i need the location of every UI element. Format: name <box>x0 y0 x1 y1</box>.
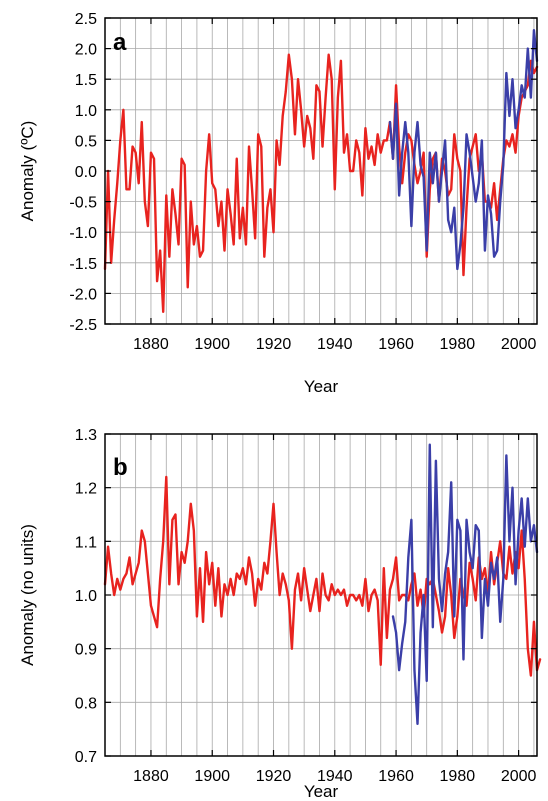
panel-b-y-tick-labels: 0.7 0.8 0.9 1.0 1.1 1.2 1.3 <box>75 427 97 766</box>
panel-b-x-tick-label: 1980 <box>440 768 476 785</box>
panel-a-y-tick-label: 0.5 <box>75 133 97 150</box>
panel-a-y-tick-label: 1.0 <box>75 103 97 120</box>
panel-a: 1880 1900 1920 1940 1960 1980 2000 -2.5 -2.0 -1.… <box>18 11 539 396</box>
panel-a-x-tick-labels: 1880 1900 1920 1940 1960 1980 2000 <box>133 336 536 353</box>
panel-a-x-tick-label: 1880 <box>133 336 169 353</box>
panel-b-y-tick-label: 1.3 <box>75 427 97 444</box>
panel-a-x-tick-label: 2000 <box>501 336 537 353</box>
panel-b-y-tick-label: 1.0 <box>75 588 97 605</box>
panel-b-x-tick-label: 1960 <box>378 768 414 785</box>
panel-a-y-tick-label: -1.5 <box>69 256 97 273</box>
panel-a-y-tick-labels: -2.5 -2.0 -1.5 -1.0 -0.5 0.0 0.5 1.0 1.5 2.0 2.5 <box>69 11 97 334</box>
panel-b-y-axis-title: Anomaly (no units) <box>18 524 37 666</box>
panel-a-x-tick-label: 1960 <box>378 336 414 353</box>
panel-b-y-tick-label: 0.8 <box>75 695 97 712</box>
panel-b-x-tick-label: 1900 <box>194 768 230 785</box>
panel-a-ticks <box>105 17 537 325</box>
panel-a-letter: a <box>113 29 127 56</box>
panel-a-series-blue-line <box>388 29 539 271</box>
panel-a-y-tick-label: 1.5 <box>75 72 97 89</box>
panel-b-x-tick-label: 2000 <box>501 768 537 785</box>
panel-a-y-tick-label: 2.5 <box>75 11 97 28</box>
panel-a-x-tick-label: 1900 <box>194 336 230 353</box>
panel-b-series-red-line <box>103 475 542 677</box>
panel-b-x-tick-label: 1920 <box>256 768 292 785</box>
panel-a-y-axis-title: Anomaly (ºC) <box>18 121 37 222</box>
panel-b: 1880 1900 1920 1940 1960 1980 2000 0.7 0.8 0.9 1.… <box>18 427 542 801</box>
panel-a-x-tick-label: 1940 <box>317 336 353 353</box>
panel-b-x-axis-title: Year <box>304 782 339 801</box>
panel-a-y-tick-label: 2.0 <box>75 42 97 59</box>
panel-b-series-blue-line <box>391 443 539 725</box>
panel-b-x-tick-labels: 1880 1900 1920 1940 1960 1980 2000 <box>133 768 536 785</box>
panel-a-y-tick-label: -1.0 <box>69 225 97 242</box>
panel-b-y-tick-label: 1.2 <box>75 481 97 498</box>
panel-b-letter: b <box>113 454 128 481</box>
panel-a-x-tick-label: 1920 <box>256 336 292 353</box>
panel-b-y-tick-label: 1.1 <box>75 534 97 551</box>
panel-b-x-tick-label: 1880 <box>133 768 169 785</box>
panel-a-x-axis-title: Year <box>304 377 339 396</box>
panel-a-y-tick-label: 0.0 <box>75 164 97 181</box>
panel-b-y-tick-label: 0.7 <box>75 749 97 766</box>
panel-b-y-tick-label: 0.9 <box>75 642 97 659</box>
panel-a-y-tick-label: -2.5 <box>69 317 97 334</box>
panel-a-y-tick-label: -2.0 <box>69 286 97 303</box>
panel-b-x-tick-label: 1940 <box>317 768 353 785</box>
panel-a-y-tick-label: -0.5 <box>69 195 97 212</box>
panel-b-series <box>103 443 542 725</box>
panel-a-series <box>103 29 539 313</box>
panel-a-series-red-line <box>103 53 539 313</box>
panel-a-x-tick-label: 1980 <box>440 336 476 353</box>
panel-b-ticks <box>105 433 537 757</box>
